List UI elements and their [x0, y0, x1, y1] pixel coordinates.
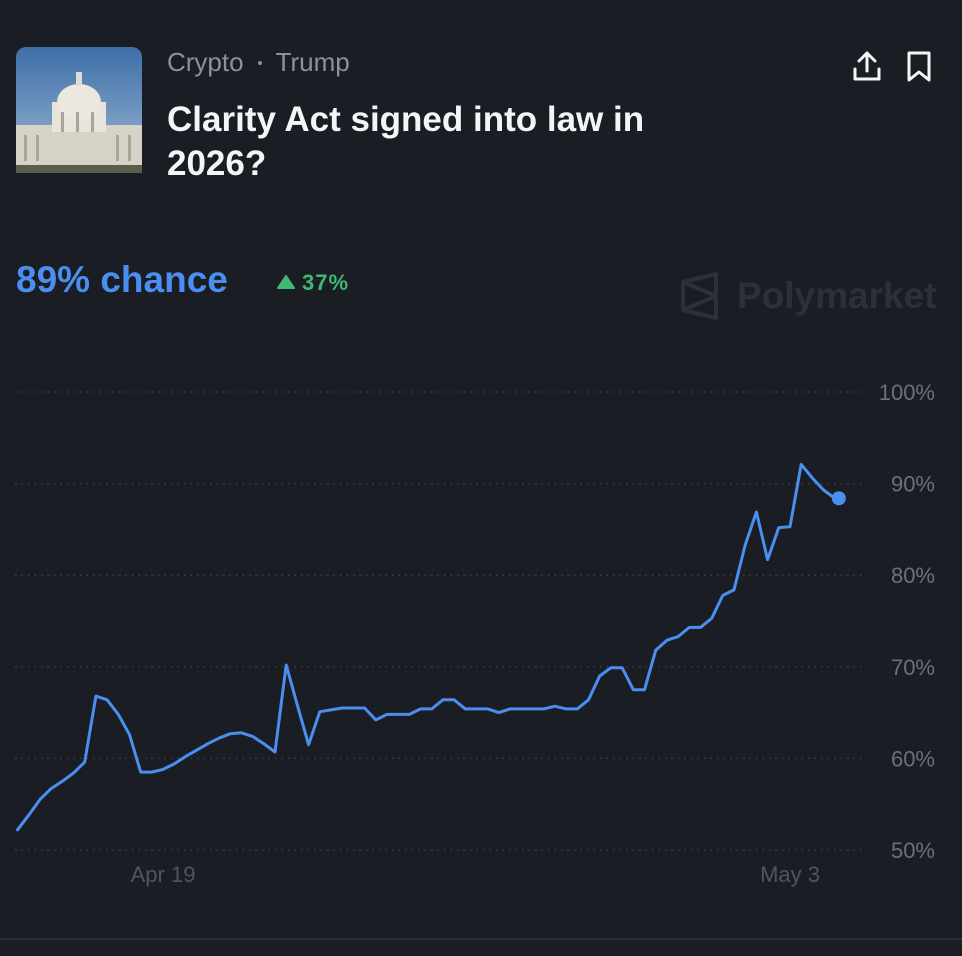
divider [0, 938, 962, 940]
watermark: Polymarket [737, 275, 937, 316]
current-point [831, 491, 846, 506]
tag[interactable]: Trump [275, 47, 350, 77]
change: 37% [302, 270, 350, 295]
y-tick-label: 50% [891, 838, 935, 863]
x-tick-label: Apr 19 [131, 862, 196, 887]
chart: 50% 60% 70% 80% 90% 100% Apr 19 May 3 [15, 380, 935, 887]
tags: Crypto Trump [167, 47, 350, 78]
share-button[interactable] [850, 49, 884, 83]
x-tick-label: May 3 [760, 862, 820, 887]
chance: 89% chance [16, 259, 228, 300]
separator [257, 60, 262, 65]
y-tick-label: 90% [891, 472, 935, 497]
price-line [16, 462, 837, 832]
y-tick-label: 60% [891, 746, 935, 771]
market-title: Clarity Act signed into law in 2026? [167, 100, 645, 183]
up-arrow [277, 275, 295, 289]
bookmark-button[interactable] [902, 49, 936, 83]
tag[interactable]: Crypto [167, 47, 244, 77]
logo-icon [681, 272, 718, 320]
y-tick-label: 80% [891, 563, 935, 588]
y-tick-label: 100% [879, 380, 935, 405]
market-image [16, 47, 142, 173]
y-tick-label: 70% [891, 655, 935, 680]
